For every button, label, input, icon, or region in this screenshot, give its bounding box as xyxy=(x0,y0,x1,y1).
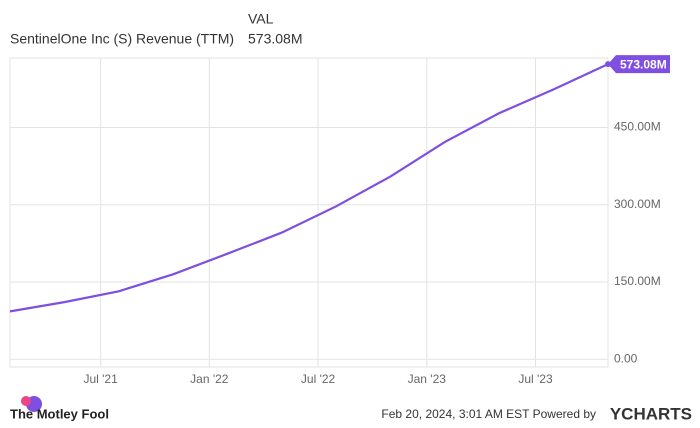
x-tick-label: Jul '23 xyxy=(518,372,553,386)
line xyxy=(9,63,609,313)
y-tick-label: 0.00 xyxy=(614,351,638,365)
y-tick-label: 300.00M xyxy=(614,197,661,211)
last-value-tag xyxy=(608,55,670,74)
x-tick-label: Jul '21 xyxy=(83,372,118,386)
x-tick-label: Jul '22 xyxy=(301,372,336,386)
footer-source: YCHARTS xyxy=(610,404,692,423)
footer-brand: The Motley Fool xyxy=(10,406,109,421)
last-point xyxy=(605,61,611,68)
legend-name: SentinelOne Inc (S) Revenue (TTM) xyxy=(10,31,234,47)
y-tick-label: 450.00M xyxy=(614,120,661,134)
last-value-label: 573.08M xyxy=(620,57,667,71)
plot-frame xyxy=(9,57,609,368)
x-tick-label: Jan '22 xyxy=(190,372,229,386)
legend-header: VAL xyxy=(248,11,274,27)
footer-logo xyxy=(21,396,42,412)
legend-value: 573.08M xyxy=(248,31,302,47)
y-tick-label: 150.00M xyxy=(614,274,661,288)
x-tick-label: Jan '23 xyxy=(408,372,447,386)
footer-timestamp: Feb 20, 2024, 3:01 AM EST Powered by xyxy=(381,407,596,421)
